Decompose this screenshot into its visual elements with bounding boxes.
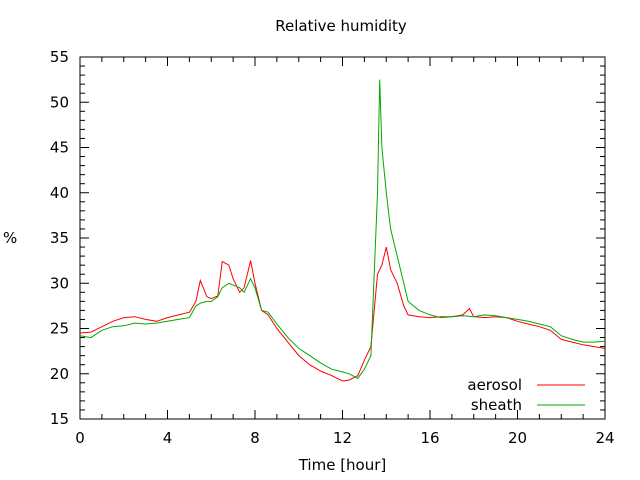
plot-frame <box>79 56 606 420</box>
x-tick-label: 20 <box>508 429 527 447</box>
x-tick-label: 8 <box>250 429 260 447</box>
y-tick-label: 25 <box>50 320 69 338</box>
x-tick-label: 0 <box>75 429 85 447</box>
x-tick-label: 12 <box>333 429 352 447</box>
series-line-sheath <box>79 79 606 379</box>
y-axis-label: % <box>3 229 18 247</box>
axis-ticks: 0 4 8 12 16 20 24 15 20 25 30 35 40 45 50 55 <box>50 48 615 447</box>
series-layer <box>79 79 606 382</box>
x-axis-label: Time [hour] <box>298 456 387 474</box>
y-tick-label: 45 <box>50 139 69 157</box>
y-tick-label: 35 <box>50 229 69 247</box>
legend-label-aerosol: aerosol <box>467 376 522 394</box>
legend-lines <box>537 384 585 406</box>
legend-label-sheath: sheath <box>470 396 522 414</box>
y-tick-label: 40 <box>50 184 69 202</box>
y-tick-label: 55 <box>50 48 69 66</box>
y-tick-label: 20 <box>50 365 69 383</box>
series-line-aerosol <box>79 246 606 382</box>
y-tick-label: 50 <box>50 93 69 111</box>
x-tick-label: 24 <box>595 429 614 447</box>
x-tick-label: 16 <box>420 429 439 447</box>
x-tick-label: 4 <box>163 429 173 447</box>
y-tick-label: 15 <box>50 410 69 428</box>
chart-title: Relative humidity <box>275 17 407 35</box>
y-tick-label: 30 <box>50 274 69 292</box>
